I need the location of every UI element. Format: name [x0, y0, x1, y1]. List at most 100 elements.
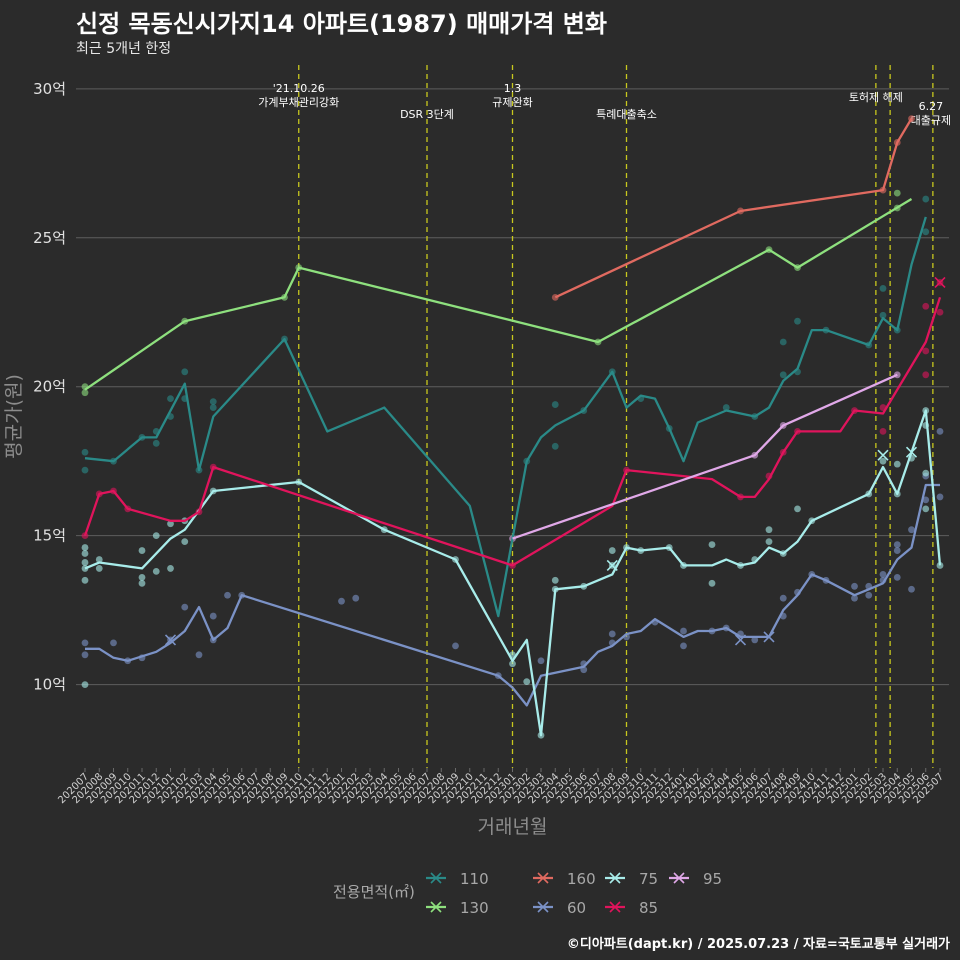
- legend-swatch-cross: [430, 901, 442, 913]
- data-point-75: [936, 562, 944, 569]
- legend-swatch-cross: [537, 901, 549, 913]
- y-tick-label: 15억: [33, 527, 66, 545]
- data-point-110: [551, 442, 559, 450]
- legend-label: 160: [567, 870, 596, 888]
- data-point-110: [181, 368, 189, 376]
- data-point-75: [138, 573, 146, 581]
- data-point-110: [879, 311, 887, 319]
- data-point-60: [922, 496, 930, 504]
- event-label: 토허제 해제: [849, 90, 903, 104]
- data-point-60: [181, 603, 189, 611]
- cross-marker-75: [877, 449, 889, 461]
- data-point-60: [908, 585, 915, 593]
- data-point-75: [765, 526, 773, 534]
- data-point-60: [751, 636, 759, 644]
- data-point-110: [81, 448, 89, 456]
- data-point-75: [794, 505, 801, 513]
- event-label: '21.10.26: [273, 82, 325, 95]
- data-point-60: [851, 594, 858, 602]
- data-point-60: [680, 627, 687, 635]
- data-point-60: [537, 657, 545, 665]
- series-line-110: [84, 216, 927, 618]
- data-point-60: [893, 541, 901, 548]
- legend-item-130: 130: [426, 899, 489, 917]
- data-point-60: [865, 591, 873, 599]
- data-point-60: [452, 642, 459, 650]
- legend-item-60: 60: [533, 899, 586, 917]
- data-point-75: [167, 565, 174, 572]
- cross-marker-60: [763, 631, 775, 643]
- legend-label: 75: [639, 870, 658, 888]
- y-tick-label: 20억: [33, 378, 66, 396]
- data-point-75: [81, 544, 89, 551]
- chart-subtitle: 최근 5개년 한정: [76, 41, 172, 57]
- legend-item-85: 85: [605, 899, 658, 917]
- legend-item-95: 95: [669, 870, 722, 888]
- legend-label: 130: [460, 899, 489, 917]
- data-point-75: [181, 538, 189, 546]
- data-point-75: [509, 660, 516, 668]
- data-point-60: [893, 547, 901, 554]
- data-point-60: [81, 651, 89, 659]
- data-point-75: [152, 567, 160, 575]
- y-tick-label: 30억: [33, 80, 66, 98]
- data-point-130: [893, 189, 901, 197]
- data-point-60: [936, 493, 944, 501]
- event-label: 가계부채관리강화: [258, 96, 339, 109]
- event-label: 6.27: [919, 100, 944, 113]
- data-point-110: [209, 404, 217, 411]
- data-point-75: [81, 550, 89, 557]
- data-point-75: [95, 565, 103, 572]
- data-point-110: [794, 317, 801, 325]
- event-label: 규제완화: [492, 96, 532, 109]
- series-line-75: [84, 409, 942, 737]
- event-label: 특례대출축소: [596, 108, 657, 121]
- cross-marker-75: [606, 559, 618, 572]
- data-point-85: [936, 308, 944, 316]
- data-point-110: [209, 398, 217, 406]
- data-point-110: [81, 466, 89, 474]
- legend-swatch-cross: [673, 872, 685, 884]
- legend-swatch-cross: [609, 901, 621, 913]
- data-point-130: [81, 389, 89, 397]
- data-point-60: [851, 582, 858, 590]
- data-point-75: [922, 469, 930, 477]
- legend-swatch-cross: [430, 872, 442, 884]
- data-point-60: [224, 591, 231, 599]
- data-point-75: [95, 556, 103, 563]
- data-point-60: [209, 612, 217, 620]
- data-point-60: [779, 594, 787, 602]
- data-point-75: [708, 579, 716, 587]
- data-point-60: [608, 630, 616, 638]
- data-point-60: [352, 594, 360, 602]
- data-point-110: [551, 401, 559, 408]
- legend-item-110: 110: [426, 870, 489, 888]
- data-point-60: [908, 526, 915, 534]
- data-point-75: [922, 505, 930, 513]
- data-point-75: [81, 559, 89, 566]
- data-point-110: [779, 338, 787, 346]
- series-line-60: [85, 483, 940, 707]
- data-point-60: [338, 597, 345, 605]
- series-line-130: [84, 198, 913, 391]
- data-point-75: [81, 576, 89, 584]
- cross-marker-60: [734, 634, 747, 646]
- data-point-110: [152, 439, 160, 447]
- data-point-75: [81, 681, 89, 688]
- legend-label: 60: [567, 899, 586, 917]
- legend-title: 전용면적(㎡): [333, 883, 415, 901]
- data-point-75: [138, 547, 146, 554]
- event-label: 1.3: [504, 82, 522, 95]
- cross-marker-75: [905, 446, 918, 458]
- y-tick-label: 25억: [33, 229, 66, 247]
- data-point-110: [922, 195, 930, 203]
- data-point-75: [608, 547, 616, 554]
- data-point-110: [879, 285, 887, 292]
- data-point-110: [167, 395, 174, 403]
- data-point-110: [779, 371, 787, 379]
- data-point-60: [879, 570, 887, 578]
- legend-swatch-cross: [609, 872, 621, 884]
- data-point-75: [152, 532, 160, 540]
- data-point-75: [765, 538, 773, 546]
